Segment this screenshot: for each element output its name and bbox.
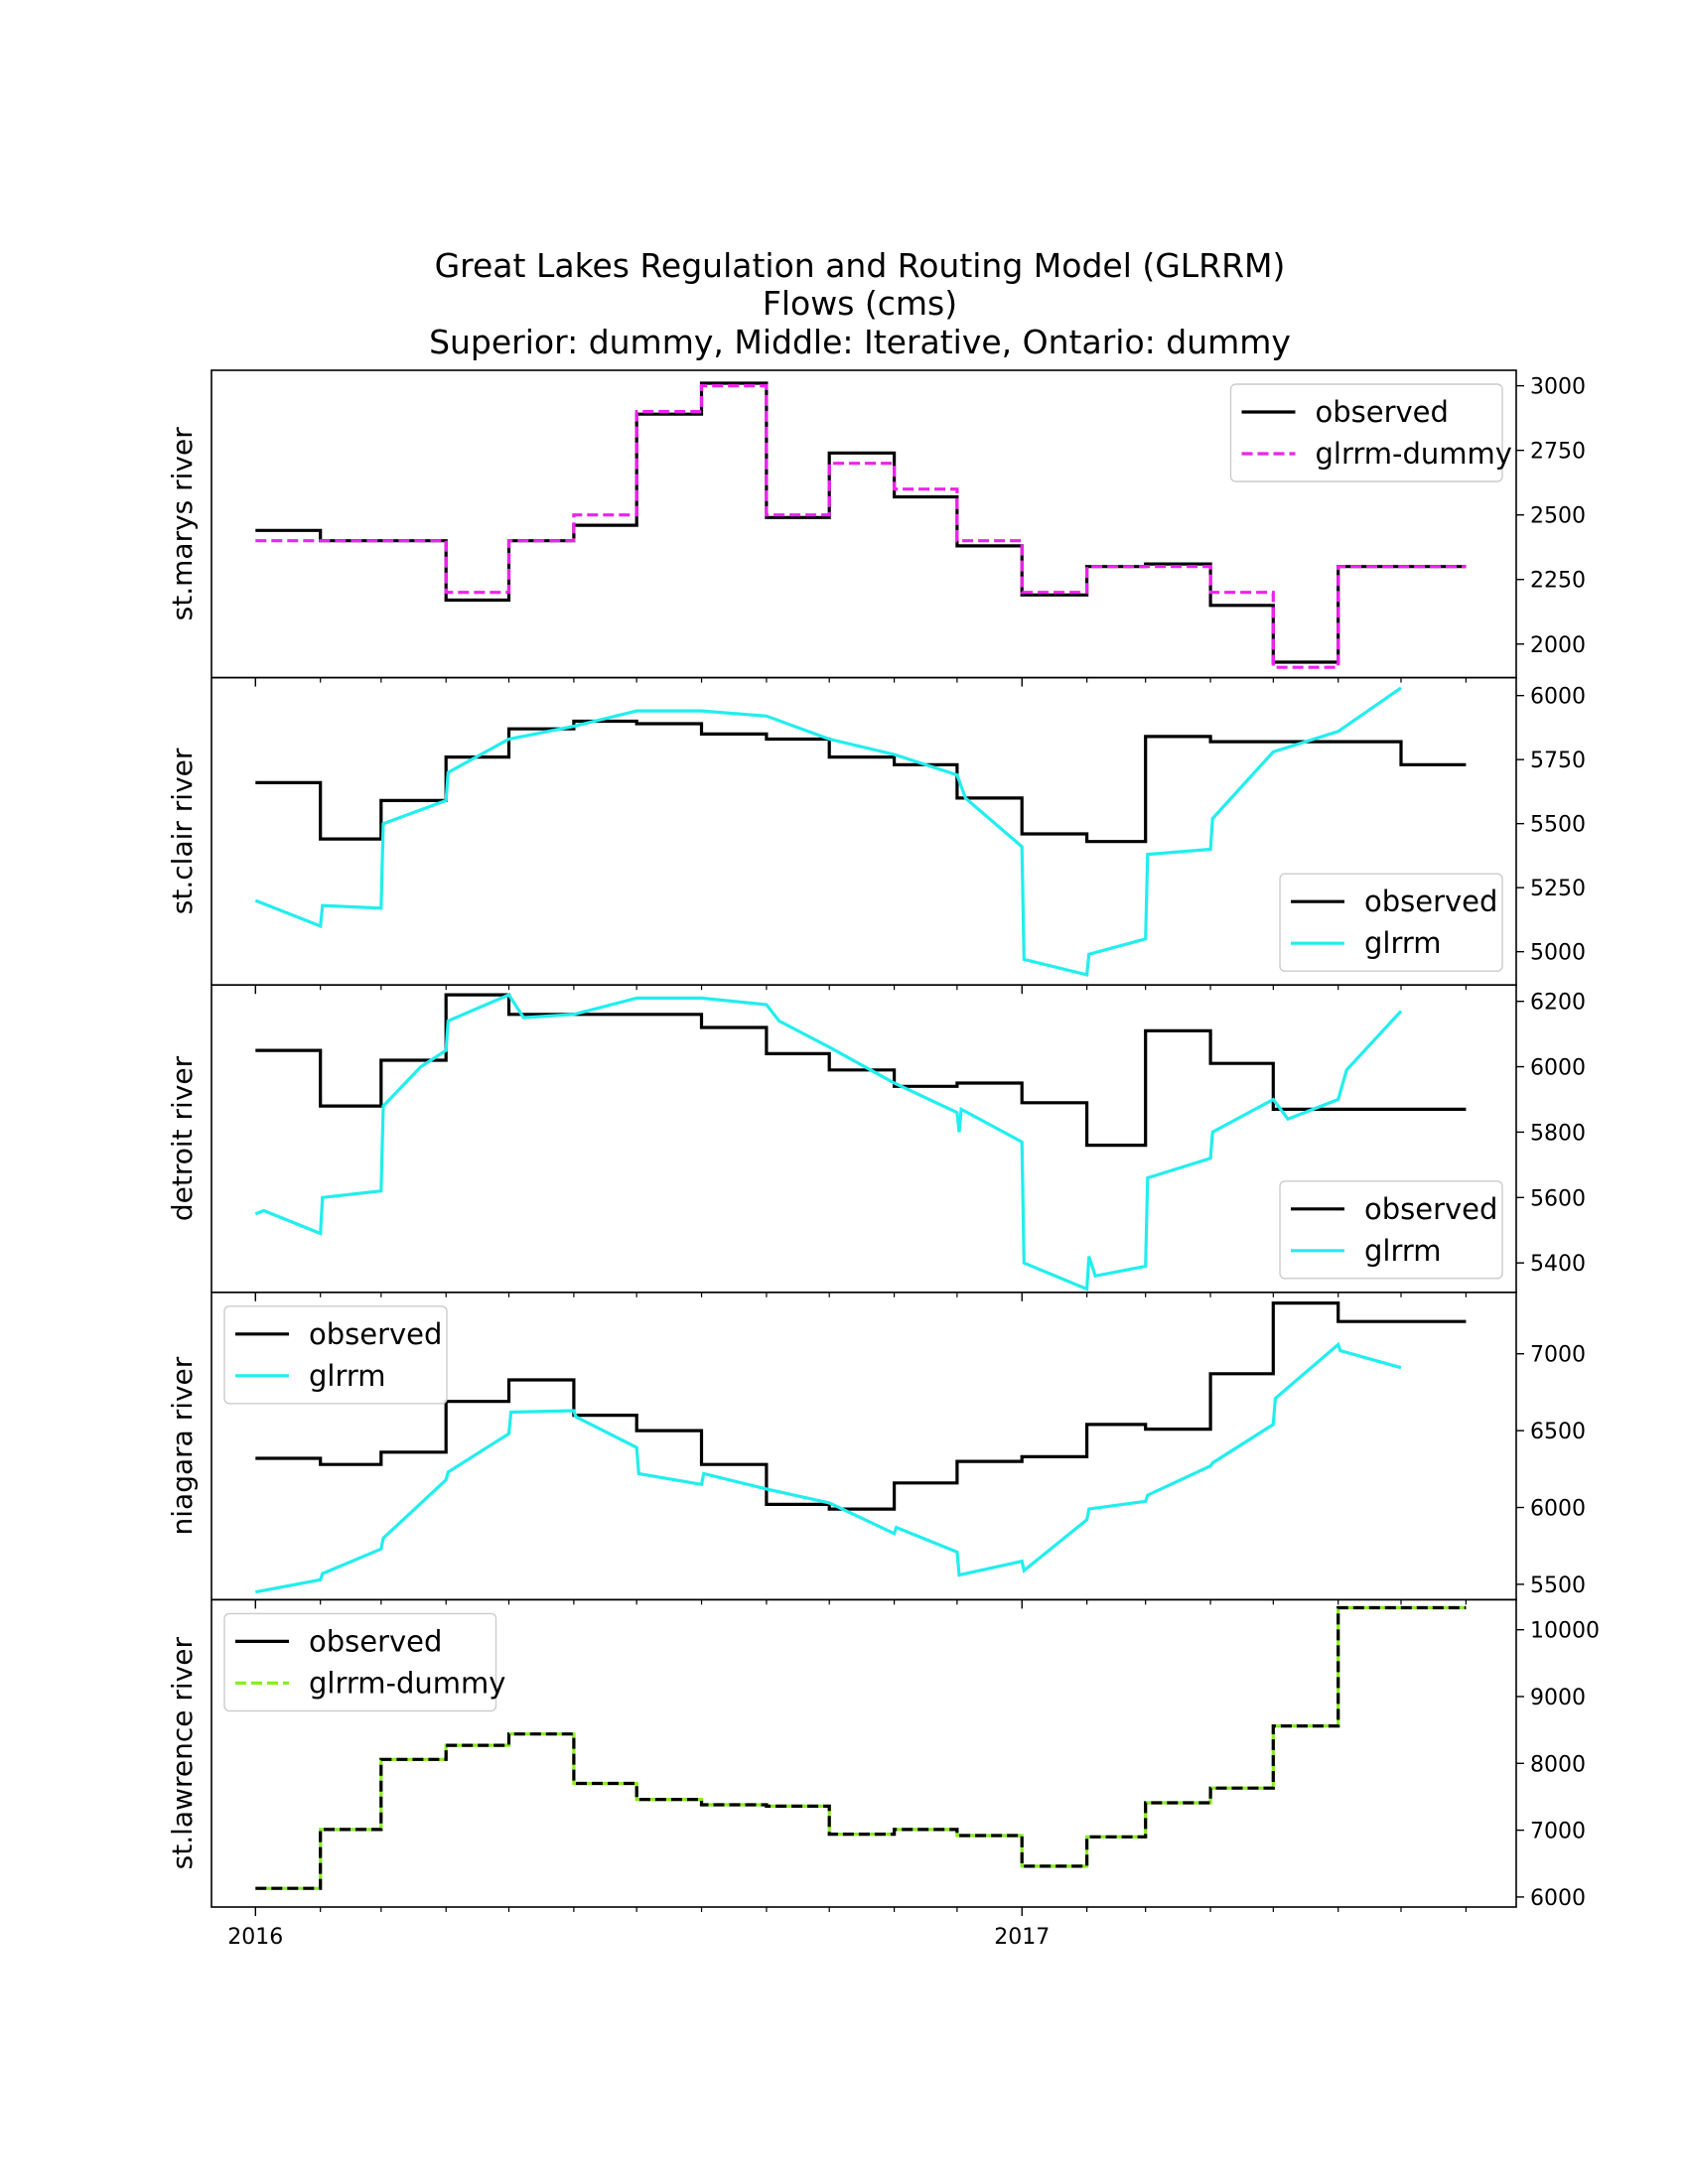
- series-line-glrrm-dummy: [255, 384, 1467, 669]
- series-group: [255, 1605, 1467, 1890]
- x-tick-label: 2016: [227, 1925, 283, 1950]
- legend-label: observed: [1364, 885, 1497, 918]
- series-group: [254, 686, 1467, 977]
- legend-label: observed: [309, 1317, 442, 1351]
- y-tick-label: 10000: [1530, 1619, 1600, 1644]
- y-tick-label: 6000: [1530, 1497, 1586, 1522]
- y-tick-label: 9000: [1530, 1686, 1586, 1710]
- y-tick-label: 2500: [1530, 504, 1586, 529]
- y-axis-label: st.clair river: [166, 748, 199, 914]
- y-tick-label: 5800: [1530, 1121, 1586, 1146]
- y-tick-label: 3000: [1530, 375, 1586, 400]
- y-axis-label: detroit river: [166, 1055, 199, 1221]
- figure-title: Great Lakes Regulation and Routing Model…: [429, 246, 1291, 361]
- legend: observed glrrm: [1279, 873, 1503, 972]
- y-tick-label: 2000: [1530, 633, 1586, 658]
- y-tick-label: 5000: [1530, 941, 1586, 966]
- title-line: Great Lakes Regulation and Routing Model…: [435, 246, 1286, 285]
- legend-box: [223, 1305, 448, 1405]
- y-tick-label: 5600: [1530, 1186, 1586, 1211]
- legend-label: glrrm-dummy: [1316, 437, 1512, 471]
- legend: observed glrrm: [223, 1305, 448, 1405]
- series-line-glrrm: [255, 1341, 1402, 1594]
- y-tick-label: 5250: [1530, 877, 1586, 901]
- series-line-observed: [255, 381, 1467, 664]
- series-line-observed: [255, 1605, 1467, 1890]
- legend-label: glrrm-dummy: [309, 1666, 505, 1700]
- title-line: Superior: dummy, Middle: Iterative, Onta…: [429, 323, 1291, 361]
- y-tick-label: 8000: [1530, 1752, 1586, 1777]
- legend-box: [1279, 873, 1503, 972]
- y-tick-label: 2250: [1530, 569, 1586, 594]
- panels: 2000 2250 2500 2750 3000 st.marys river observ…: [166, 369, 1600, 1950]
- title-line: Flows (cms): [763, 284, 957, 323]
- y-axis-label: st.marys river: [166, 427, 199, 621]
- y-tick-label: 7000: [1530, 1820, 1586, 1844]
- series-line-observed: [255, 993, 1467, 1148]
- y-tick-label: 5750: [1530, 749, 1586, 773]
- series-line-observed: [255, 719, 1467, 844]
- series-line-glrrm: [254, 686, 1402, 977]
- y-axis-label: niagara river: [166, 1356, 199, 1535]
- panel-detroit-river: 5400 5600 5800 6000 6200 detroit river observe…: [166, 984, 1586, 1301]
- panel-st-lawrence-river: 6000 7000 8000 9000 10000 2016 2017 st.lawrence…: [166, 1598, 1600, 1950]
- y-axis-label: st.lawrence river: [166, 1637, 199, 1870]
- axes-frame: [211, 1598, 1517, 1908]
- legend-box: [1279, 1180, 1503, 1280]
- legend: observed glrrm-dummy: [1229, 383, 1512, 482]
- legend-label: glrrm: [1364, 1234, 1442, 1268]
- legend-label: observed: [1316, 395, 1449, 429]
- y-tick-label: 7000: [1530, 1343, 1586, 1368]
- x-tick-label: 2017: [994, 1925, 1050, 1950]
- y-tick-label: 6000: [1530, 685, 1586, 710]
- legend-box: [223, 1612, 497, 1712]
- legend: observed glrrm: [1279, 1180, 1503, 1280]
- y-tick-label: 2750: [1530, 440, 1586, 465]
- legend-label: glrrm: [1364, 926, 1442, 960]
- y-tick-label: 5500: [1530, 813, 1586, 838]
- legend-box: [1229, 383, 1503, 482]
- legend: observed glrrm-dummy: [223, 1612, 505, 1712]
- series-group: [254, 993, 1467, 1292]
- y-tick-label: 6000: [1530, 1886, 1586, 1911]
- y-tick-label: 6500: [1530, 1420, 1586, 1444]
- series-line-glrrm: [254, 993, 1403, 1292]
- y-tick-label: 6000: [1530, 1056, 1586, 1081]
- y-tick-label: 6200: [1530, 991, 1586, 1016]
- panel-st-marys-river: 2000 2250 2500 2750 3000 st.marys river observ…: [166, 369, 1586, 687]
- legend-label: observed: [1364, 1192, 1497, 1226]
- panel-st-clair-river: 5000 5250 5500 5750 6000 st.clair river observ…: [166, 676, 1586, 995]
- legend-label: glrrm: [309, 1359, 386, 1393]
- legend-label: observed: [309, 1624, 442, 1658]
- y-tick-label: 5400: [1530, 1252, 1586, 1277]
- panel-niagara-river: 5500 6000 6500 7000 niagara river observed glr…: [166, 1292, 1586, 1609]
- y-tick-label: 5500: [1530, 1573, 1586, 1598]
- series-group: [255, 381, 1467, 669]
